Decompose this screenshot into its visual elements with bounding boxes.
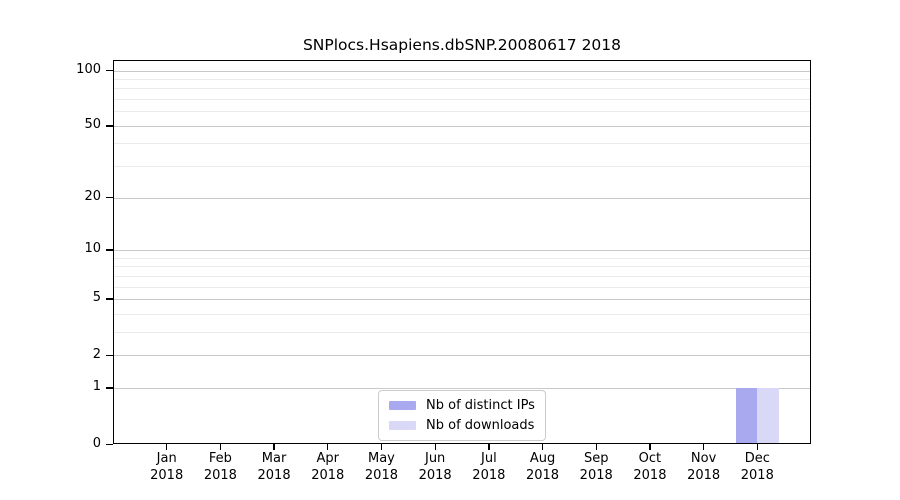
x-tick-year: 2018 <box>203 468 237 483</box>
x-tick-month: Jul <box>481 451 497 466</box>
y-tick-mark <box>106 298 113 300</box>
x-tick-mark <box>219 444 222 450</box>
y-tick-mark <box>106 70 113 72</box>
major-gridline <box>113 70 811 72</box>
x-tick-year: 2018 <box>311 468 345 483</box>
x-tick-label: Jan 2018 <box>127 450 207 484</box>
x-tick-mark <box>166 444 168 450</box>
bar-distinct-ips <box>735 387 758 444</box>
minor-gridline <box>113 166 811 168</box>
x-tick-month: Dec <box>744 451 770 466</box>
y-tick-mark <box>106 197 113 199</box>
y-tick-label: 1 <box>92 379 101 395</box>
major-gridline <box>113 197 811 199</box>
x-tick-label: Jun 2018 <box>395 450 475 484</box>
minor-gridline <box>113 78 811 80</box>
x-tick-month: Mar <box>261 451 287 466</box>
legend-swatch-distinct-ips-icon <box>389 401 416 410</box>
minor-gridline <box>113 313 811 315</box>
legend-label-downloads: Nb of downloads <box>426 418 535 433</box>
x-tick-label: Dec 2018 <box>717 450 797 484</box>
chart-title: SNPlocs.Hsapiens.dbSNP.20080617 2018 <box>302 36 622 54</box>
x-tick-year: 2018 <box>633 468 667 483</box>
x-tick-year: 2018 <box>418 468 452 483</box>
x-tick-month: Sep <box>583 451 609 466</box>
bar-downloads <box>757 387 779 444</box>
minor-gridline <box>113 143 811 145</box>
y-tick-label: 5 <box>92 290 101 306</box>
y-tick-mark <box>106 443 113 445</box>
x-tick-month: May <box>368 451 395 466</box>
x-tick-year: 2018 <box>257 468 291 483</box>
minor-gridline <box>113 99 811 101</box>
minor-gridline <box>113 266 811 268</box>
x-tick-year: 2018 <box>364 468 398 483</box>
major-gridline <box>113 249 811 251</box>
x-tick-label: May 2018 <box>341 450 421 484</box>
x-tick-label: Aug 2018 <box>503 450 583 484</box>
x-tick-month: Nov <box>690 451 717 466</box>
legend-row-distinct-ips: Nb of distinct IPs <box>389 398 535 413</box>
x-tick-mark <box>703 444 705 450</box>
minor-gridline <box>113 331 811 333</box>
x-tick-month: Jun <box>424 451 446 466</box>
x-tick-year: 2018 <box>740 468 774 483</box>
y-tick-mark <box>106 354 113 356</box>
x-tick-month: Jan <box>156 451 177 466</box>
legend-row-downloads: Nb of downloads <box>389 418 535 433</box>
x-tick-year: 2018 <box>687 468 721 483</box>
x-tick-year: 2018 <box>472 468 506 483</box>
y-tick-label: 50 <box>84 117 101 133</box>
x-tick-label: Mar 2018 <box>234 450 314 484</box>
y-tick-mark <box>106 249 113 251</box>
y-tick-label: 20 <box>84 189 101 205</box>
x-tick-mark <box>595 444 597 450</box>
minor-gridline <box>113 286 811 288</box>
x-tick-month: Oct <box>638 451 662 466</box>
x-tick-label: Nov 2018 <box>664 450 744 484</box>
y-tick-label: 2 <box>92 346 101 362</box>
major-gridline <box>113 298 811 300</box>
major-gridline <box>113 355 811 357</box>
y-tick-label: 0 <box>92 435 101 451</box>
x-tick-month: Feb <box>208 451 232 466</box>
x-tick-month: Apr <box>316 451 340 466</box>
x-tick-label: Oct 2018 <box>610 450 690 484</box>
x-tick-mark <box>649 444 651 450</box>
legend: Nb of distinct IPs Nb of downloads <box>378 390 546 441</box>
x-tick-mark <box>756 444 758 450</box>
legend-swatch-downloads-icon <box>389 421 416 430</box>
x-tick-year: 2018 <box>150 468 184 483</box>
x-tick-label: Jul 2018 <box>449 450 529 484</box>
major-gridline <box>113 387 811 389</box>
legend-label-distinct-ips: Nb of distinct IPs <box>426 398 535 413</box>
minor-gridline <box>113 111 811 113</box>
y-tick-mark <box>106 125 113 127</box>
minor-gridline <box>113 88 811 90</box>
x-tick-label: Sep 2018 <box>556 450 636 484</box>
y-tick-label: 10 <box>84 241 101 257</box>
x-tick-mark <box>541 444 544 450</box>
x-tick-mark <box>434 444 436 450</box>
x-tick-mark <box>273 444 275 450</box>
x-tick-mark <box>327 444 329 450</box>
x-tick-label: Feb 2018 <box>180 450 260 484</box>
plot-area <box>113 60 811 444</box>
minor-gridline <box>113 257 811 259</box>
x-tick-year: 2018 <box>525 468 560 483</box>
x-tick-month: Aug <box>529 451 556 466</box>
y-tick-mark <box>106 387 113 389</box>
y-tick-label: 100 <box>76 62 101 77</box>
major-gridline <box>113 125 811 127</box>
x-tick-label: Apr 2018 <box>288 450 368 484</box>
x-tick-mark <box>380 444 383 450</box>
x-tick-mark <box>488 444 490 450</box>
x-tick-year: 2018 <box>579 468 613 483</box>
minor-gridline <box>113 275 811 277</box>
